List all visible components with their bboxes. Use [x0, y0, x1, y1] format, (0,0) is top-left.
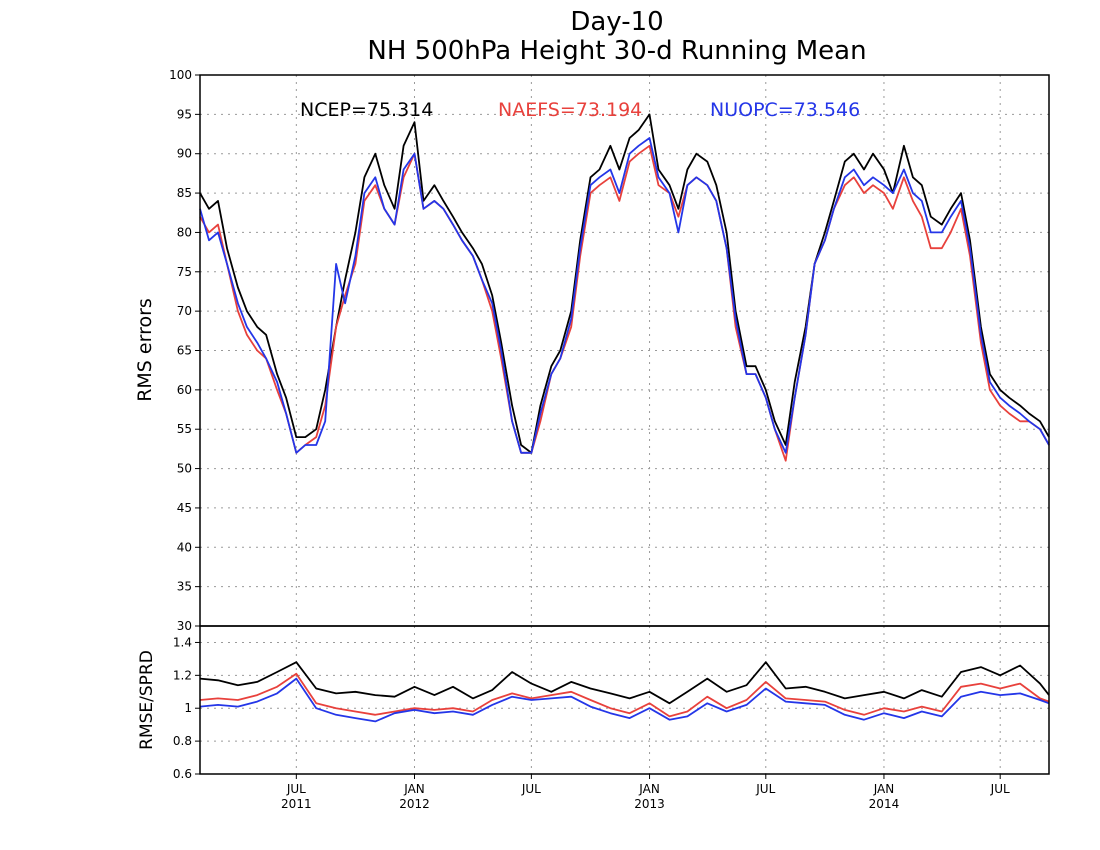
main-y-tick-label: 50 [177, 462, 192, 476]
x-tick-year: 2014 [869, 797, 900, 811]
ratio-series-ncep [199, 661, 1050, 705]
main-y-axis-label: RMS errors [134, 298, 156, 402]
main-y-tick-label: 80 [177, 225, 192, 239]
main-y-tick-label: 65 [177, 344, 192, 358]
main-y-tick-label: 60 [177, 383, 192, 397]
ratio-panel-series [199, 661, 1050, 723]
main-y-tick-label: 85 [177, 186, 192, 200]
x-tick-label: JUL [521, 782, 541, 796]
ratio-panel-y-ticks: 0.6 0.8 1 1.2 1.4 [173, 635, 200, 781]
ratio-panel-grid [200, 626, 1049, 774]
x-tick-label: JAN [403, 782, 425, 796]
x-tick-label: JAN [873, 782, 895, 796]
main-y-tick-label: 75 [177, 265, 192, 279]
main-y-tick-label: 70 [177, 304, 192, 318]
chart-subtitle: NH 500hPa Height 30-d Running Mean [367, 36, 866, 66]
ratio-y-tick-label: 1.4 [173, 635, 192, 649]
legend-naefs: NAEFS=73.194 [498, 99, 642, 121]
ratio-y-tick-label: 0.8 [173, 734, 192, 748]
ratio-y-tick-label: 1.2 [173, 668, 192, 682]
x-tick-label: JAN [638, 782, 660, 796]
main-y-tick-label: 40 [177, 540, 192, 554]
main-series-nuopc [199, 137, 1050, 454]
legend-nuopc: NUOPC=73.546 [710, 99, 860, 121]
main-y-tick-label: 30 [177, 619, 192, 633]
main-panel-y-ticks: 30 35 40 45 50 55 60 65 70 75 80 85 90 95 100 [169, 68, 200, 633]
x-tick-label: JUL [990, 782, 1010, 796]
ratio-y-axis-label: RMSE/SPRD [137, 650, 157, 750]
chart-title: Day-10 [570, 7, 663, 37]
legend: NCEP=75.314 NAEFS=73.194 NUOPC=73.546 [300, 99, 860, 121]
main-series-ncep [199, 113, 1050, 454]
main-y-tick-label: 55 [177, 422, 192, 436]
main-y-tick-label: 100 [169, 68, 192, 82]
ratio-y-tick-label: 0.6 [173, 767, 192, 781]
x-tick-year: 2013 [634, 797, 665, 811]
main-series-naefs [199, 144, 1050, 462]
ratio-y-tick-label: 1 [184, 701, 192, 715]
main-y-tick-label: 90 [177, 147, 192, 161]
ratio-panel-frame [199, 625, 1050, 775]
main-y-tick-label: 35 [177, 580, 192, 594]
main-y-tick-label: 95 [177, 107, 192, 121]
main-y-tick-label: 45 [177, 501, 192, 515]
main-panel-series [199, 113, 1050, 462]
ratio-series-nuopc [199, 677, 1050, 723]
ratio-series-naefs [199, 672, 1050, 718]
x-tick-year: 2011 [281, 797, 312, 811]
legend-ncep: NCEP=75.314 [300, 99, 433, 121]
main-panel-grid [200, 75, 1049, 626]
x-tick-year: 2012 [399, 797, 430, 811]
x-tick-label: JUL [286, 782, 306, 796]
x-tick-label: JUL [755, 782, 775, 796]
